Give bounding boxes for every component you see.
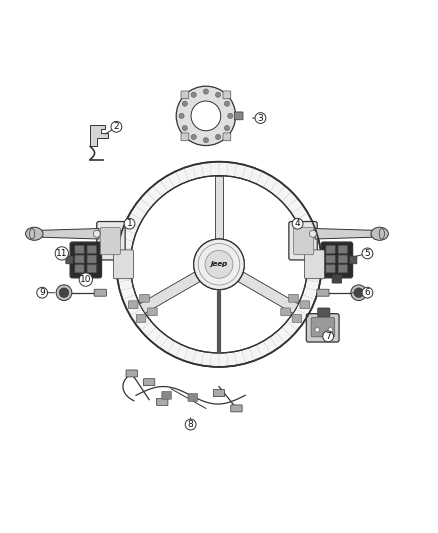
FancyBboxPatch shape xyxy=(188,393,198,401)
Polygon shape xyxy=(140,272,200,313)
Circle shape xyxy=(203,89,208,94)
Polygon shape xyxy=(315,229,372,239)
FancyBboxPatch shape xyxy=(281,308,290,316)
Circle shape xyxy=(205,251,233,278)
Text: 10: 10 xyxy=(80,275,92,284)
FancyBboxPatch shape xyxy=(128,301,138,309)
Circle shape xyxy=(131,176,307,353)
FancyBboxPatch shape xyxy=(338,265,347,272)
FancyBboxPatch shape xyxy=(350,256,357,264)
FancyBboxPatch shape xyxy=(97,222,125,260)
Circle shape xyxy=(182,101,187,106)
FancyBboxPatch shape xyxy=(66,256,73,264)
Circle shape xyxy=(215,134,221,140)
Circle shape xyxy=(309,230,316,237)
FancyBboxPatch shape xyxy=(156,398,168,405)
FancyBboxPatch shape xyxy=(318,308,330,317)
Text: 8: 8 xyxy=(188,420,194,429)
FancyBboxPatch shape xyxy=(338,246,347,253)
FancyBboxPatch shape xyxy=(231,405,242,412)
Ellipse shape xyxy=(371,227,389,240)
Circle shape xyxy=(203,138,208,143)
Circle shape xyxy=(224,125,230,131)
Text: 1: 1 xyxy=(127,219,132,228)
Circle shape xyxy=(224,101,230,106)
Text: Jeep: Jeep xyxy=(210,261,228,268)
Circle shape xyxy=(59,288,69,297)
FancyBboxPatch shape xyxy=(87,265,96,272)
FancyBboxPatch shape xyxy=(75,246,84,253)
Circle shape xyxy=(182,125,187,131)
FancyBboxPatch shape xyxy=(213,390,225,397)
FancyBboxPatch shape xyxy=(162,391,171,399)
Circle shape xyxy=(93,230,100,237)
FancyBboxPatch shape xyxy=(100,228,120,255)
FancyBboxPatch shape xyxy=(136,314,146,322)
Circle shape xyxy=(191,92,196,98)
FancyBboxPatch shape xyxy=(181,133,189,141)
Circle shape xyxy=(117,161,321,367)
FancyBboxPatch shape xyxy=(126,370,138,377)
FancyBboxPatch shape xyxy=(70,242,102,278)
Text: 5: 5 xyxy=(364,249,370,258)
Circle shape xyxy=(56,285,72,301)
FancyBboxPatch shape xyxy=(292,314,302,322)
FancyBboxPatch shape xyxy=(87,255,96,263)
FancyBboxPatch shape xyxy=(289,294,298,302)
Text: Jeep: Jeep xyxy=(210,261,228,268)
Circle shape xyxy=(191,101,221,131)
FancyBboxPatch shape xyxy=(144,379,155,386)
FancyBboxPatch shape xyxy=(306,313,339,342)
FancyBboxPatch shape xyxy=(87,246,96,253)
FancyBboxPatch shape xyxy=(304,250,325,279)
Ellipse shape xyxy=(25,227,43,240)
FancyBboxPatch shape xyxy=(326,265,335,272)
FancyBboxPatch shape xyxy=(289,222,317,260)
Circle shape xyxy=(215,92,221,98)
FancyBboxPatch shape xyxy=(140,294,149,302)
FancyBboxPatch shape xyxy=(181,91,189,99)
Polygon shape xyxy=(238,272,298,313)
Text: 11: 11 xyxy=(56,249,67,258)
FancyBboxPatch shape xyxy=(148,308,157,316)
Circle shape xyxy=(351,285,367,301)
Polygon shape xyxy=(42,229,99,239)
Circle shape xyxy=(194,239,244,289)
FancyBboxPatch shape xyxy=(113,250,134,279)
Circle shape xyxy=(228,113,233,118)
FancyBboxPatch shape xyxy=(223,133,231,141)
Polygon shape xyxy=(215,176,223,239)
Text: 9: 9 xyxy=(39,288,45,297)
Circle shape xyxy=(176,86,236,146)
Circle shape xyxy=(354,288,364,297)
Circle shape xyxy=(194,239,244,289)
FancyBboxPatch shape xyxy=(300,301,310,309)
Text: 3: 3 xyxy=(258,114,263,123)
FancyBboxPatch shape xyxy=(332,274,342,283)
FancyBboxPatch shape xyxy=(338,255,347,263)
Circle shape xyxy=(191,134,196,140)
Circle shape xyxy=(205,251,233,278)
FancyBboxPatch shape xyxy=(317,289,329,296)
Circle shape xyxy=(315,328,319,332)
FancyBboxPatch shape xyxy=(75,265,84,272)
Text: 7: 7 xyxy=(325,332,331,341)
FancyBboxPatch shape xyxy=(223,91,231,99)
FancyBboxPatch shape xyxy=(326,246,335,253)
Text: 4: 4 xyxy=(295,219,300,228)
Text: 6: 6 xyxy=(364,288,370,297)
Text: 2: 2 xyxy=(113,122,119,131)
FancyBboxPatch shape xyxy=(321,242,353,278)
Circle shape xyxy=(179,113,184,118)
Polygon shape xyxy=(90,125,108,147)
FancyBboxPatch shape xyxy=(293,228,314,255)
FancyBboxPatch shape xyxy=(326,255,335,263)
FancyBboxPatch shape xyxy=(81,274,91,283)
FancyBboxPatch shape xyxy=(94,289,106,296)
FancyBboxPatch shape xyxy=(234,112,243,120)
Circle shape xyxy=(328,328,332,332)
FancyBboxPatch shape xyxy=(311,318,335,337)
FancyBboxPatch shape xyxy=(75,255,84,263)
